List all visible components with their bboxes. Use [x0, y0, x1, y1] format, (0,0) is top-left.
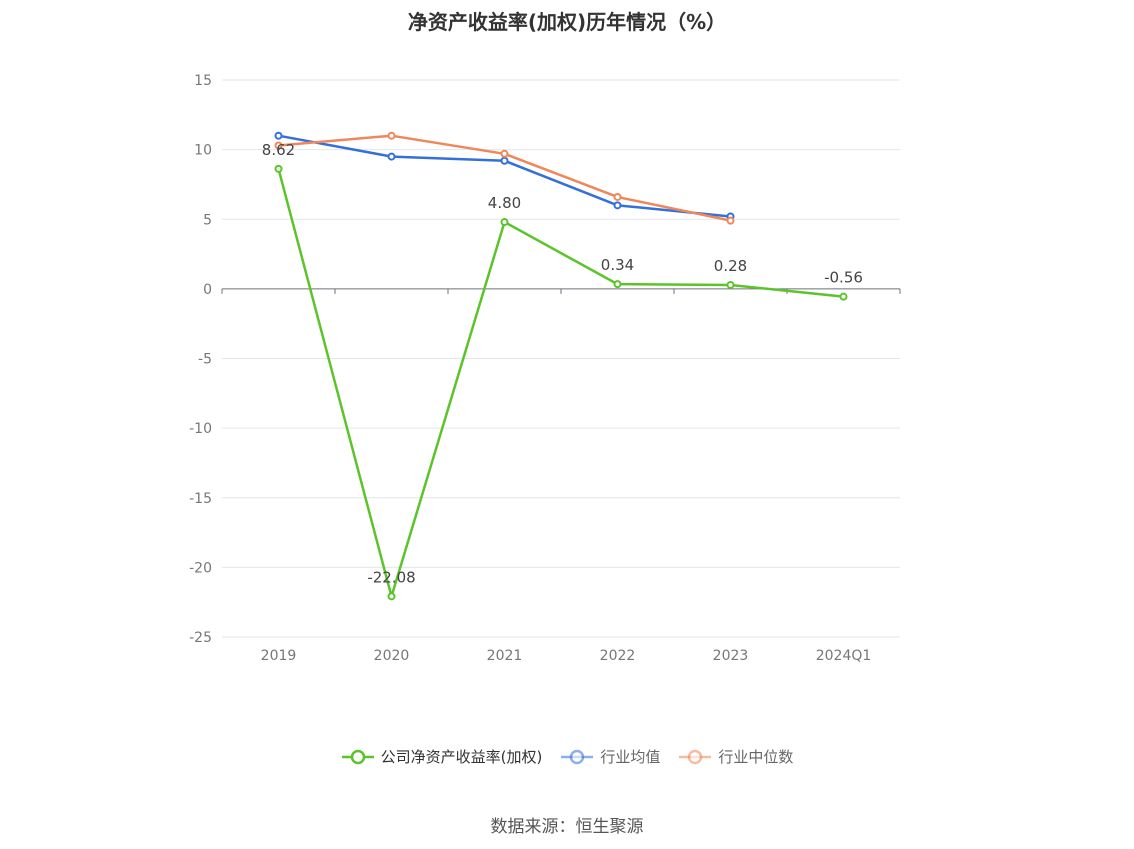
data-point	[613, 192, 622, 201]
data-label: 8.62	[262, 141, 295, 159]
series-line-0	[277, 168, 844, 598]
data-point	[500, 218, 509, 227]
grid-lines	[222, 79, 900, 638]
legend-marker-icon	[341, 749, 374, 764]
data-source: 数据来源：恒生聚源	[490, 817, 644, 837]
x-axis: 2019 2020 2021 2022 2023 2024Q1	[221, 288, 901, 664]
data-point	[387, 131, 396, 140]
data-label: 0.28	[714, 257, 747, 275]
data-point	[274, 164, 283, 173]
chart-title: 净资产收益率(加权)历年情况（%）	[407, 10, 727, 34]
legend-item-0[interactable]: 公司净资产收益率(加权)	[341, 746, 543, 767]
data-point	[726, 216, 735, 225]
x-tick-label: 2020	[374, 648, 410, 664]
data-point	[274, 141, 283, 150]
x-tick-label: 2021	[487, 648, 523, 664]
data-point	[387, 592, 396, 601]
y-axis: 15 10 5 0 -5 -10 -15 -20 -25	[189, 73, 212, 646]
legend-item-1[interactable]: 行业均值	[560, 746, 660, 767]
x-tick-label: 2023	[713, 648, 749, 664]
y-tick-label: 15	[194, 73, 212, 89]
y-tick-label: -15	[189, 491, 212, 507]
legend-label: 行业中位数	[718, 748, 794, 766]
y-tick-label: 0	[203, 282, 212, 298]
legend-label: 公司净资产收益率(加权)	[380, 748, 543, 766]
data-label: -0.56	[824, 269, 863, 287]
y-tick-label: -20	[189, 560, 212, 576]
data-labels: 8.62 -22.08 4.80 0.34 0.28 -0.56	[262, 141, 863, 586]
data-point	[726, 280, 735, 289]
data-label: -22.08	[367, 568, 415, 586]
series-group	[274, 131, 848, 601]
data-point	[613, 280, 622, 289]
y-tick-label: -10	[189, 421, 212, 437]
data-label: 0.34	[601, 256, 634, 274]
x-tick-label: 2024Q1	[816, 648, 872, 664]
y-tick-label: -25	[189, 630, 212, 646]
legend-item-2[interactable]: 行业中位数	[678, 746, 793, 767]
data-label: 4.80	[488, 194, 521, 212]
y-tick-label: 5	[203, 212, 212, 228]
legend: 公司净资产收益率(加权) 行业均值 行业中位数	[0, 746, 1134, 767]
data-point	[500, 149, 509, 158]
y-tick-label: -5	[198, 352, 212, 368]
data-point	[839, 292, 848, 301]
x-tick-label: 2019	[261, 648, 297, 664]
data-point	[500, 156, 509, 165]
x-tick-label: 2022	[600, 648, 636, 664]
legend-marker-icon	[561, 749, 594, 764]
legend-label: 行业均值	[600, 748, 661, 766]
data-point	[613, 201, 622, 210]
legend-marker-icon	[679, 749, 712, 764]
y-tick-label: 10	[194, 143, 212, 159]
data-point	[274, 131, 283, 140]
data-point	[387, 152, 396, 161]
line-chart: 15 10 5 0 -5 -10 -15 -20 -25 2019 2020 2021 2022 202…	[189, 73, 901, 664]
